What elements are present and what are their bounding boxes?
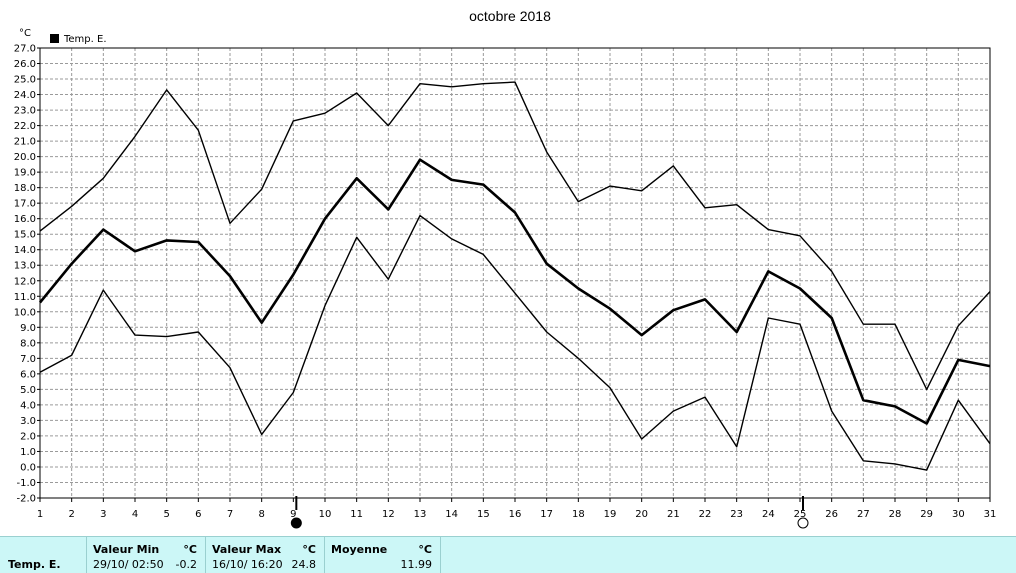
y-tick-label: 8.0 — [20, 338, 36, 349]
y-tick-label: 26.0 — [14, 59, 36, 70]
x-tick-label: 10 — [319, 509, 332, 520]
y-tick-label: 15.0 — [14, 230, 36, 241]
y-tick-label: 6.0 — [20, 369, 36, 380]
x-tick-label: 1 — [37, 509, 43, 520]
x-tick-label: 20 — [635, 509, 648, 520]
stats-min-header: Valeur Min — [93, 543, 160, 556]
y-tick-label: 14.0 — [14, 245, 36, 256]
x-tick-label: 26 — [825, 509, 838, 520]
stats-mean-cell: Moyenne °C 11.99 — [325, 537, 441, 573]
y-tick-label: 3.0 — [20, 416, 36, 427]
y-tick-label: 22.0 — [14, 121, 36, 132]
stats-panel: Temp. E. Valeur Min °C 29/10/ 02:50 -0.2… — [0, 536, 1016, 573]
x-tick-label: 16 — [509, 509, 522, 520]
moon-markers — [290, 496, 809, 529]
x-tick-label: 6 — [195, 509, 201, 520]
stats-max-datetime: 16/10/ 16:20 — [212, 558, 283, 571]
x-tick-label: 19 — [604, 509, 617, 520]
x-tick-label: 17 — [540, 509, 553, 520]
grid — [39, 47, 991, 499]
stats-series-label: Temp. E. — [8, 558, 61, 571]
y-tick-label: 11.0 — [14, 292, 36, 303]
stats-max-header: Valeur Max — [212, 543, 282, 556]
chart-title: octobre 2018 — [469, 8, 551, 24]
x-tick-label: 11 — [350, 509, 363, 520]
x-tick-label: 2 — [68, 509, 74, 520]
x-tick-label: 8 — [258, 509, 264, 520]
y-tick-label: 19.0 — [14, 168, 36, 179]
y-tick-label: 7.0 — [20, 354, 36, 365]
y-tick-label: 16.0 — [14, 214, 36, 225]
stats-min-value: -0.2 — [175, 558, 197, 571]
x-tick-label: 15 — [477, 509, 490, 520]
y-tick-label: 17.0 — [14, 199, 36, 210]
y-tick-label: 23.0 — [14, 106, 36, 117]
y-tick-label: 10.0 — [14, 307, 36, 318]
x-tick-label: 12 — [382, 509, 395, 520]
y-tick-label: 25.0 — [14, 75, 36, 86]
y-tick-label: 5.0 — [20, 385, 36, 396]
stats-mean-header: Moyenne — [331, 543, 388, 556]
x-tick-label: 28 — [889, 509, 902, 520]
new-moon-icon — [290, 517, 302, 529]
stats-max-value: 24.8 — [291, 558, 317, 571]
x-tick-label: 13 — [414, 509, 427, 520]
y-tick-label: 1.0 — [20, 447, 36, 458]
series — [38, 81, 991, 471]
x-tick-label: 9 — [290, 509, 296, 520]
x-tick-label: 18 — [572, 509, 585, 520]
y-tick-label: 20.0 — [14, 152, 36, 163]
x-tick-label: 24 — [762, 509, 775, 520]
x-tick-label: 7 — [227, 509, 233, 520]
x-tick-label: 21 — [667, 509, 680, 520]
stats-min-unit: °C — [183, 543, 197, 556]
stats-series-cell: Temp. E. — [0, 537, 87, 573]
stats-max-unit: °C — [302, 543, 316, 556]
x-tick-label: 22 — [699, 509, 712, 520]
y-tick-label: 27.0 — [14, 44, 36, 55]
x-tick-label: 31 — [984, 509, 997, 520]
y-tick-label: 21.0 — [14, 137, 36, 148]
y-tick-label: 9.0 — [20, 323, 36, 334]
stats-min-datetime: 29/10/ 02:50 — [93, 558, 164, 571]
temperature-chart: octobre 2018 °C Temp. E. -2.0 -1.0 0.0 1.0 2… — [14, 8, 997, 529]
y-tick-label: 0.0 — [20, 462, 36, 473]
x-tick-label: 29 — [920, 509, 933, 520]
x-tick-label: 5 — [163, 509, 169, 520]
y-tick-label: -2.0 — [16, 494, 36, 505]
full-moon-icon — [797, 517, 809, 529]
y-tick-label: 18.0 — [14, 183, 36, 194]
series-line-min — [39, 214, 991, 471]
x-tick-label: 14 — [445, 509, 458, 520]
y-axis-unit: °C — [19, 28, 31, 39]
y-tick-label: -1.0 — [16, 478, 36, 489]
y-tick-label: 24.0 — [14, 90, 36, 101]
y-tick-label: 13.0 — [14, 261, 36, 272]
y-tick-label: 4.0 — [20, 400, 36, 411]
plot-frame — [39, 47, 991, 499]
stats-min-cell: Valeur Min °C 29/10/ 02:50 -0.2 — [87, 537, 206, 573]
x-tick-label: 27 — [857, 509, 870, 520]
legend-label: Temp. E. — [63, 34, 107, 45]
stats-max-cell: Valeur Max °C 16/10/ 16:20 24.8 — [206, 537, 325, 573]
axes: -2.0 -1.0 0.0 1.0 2.0 3.0 4.0 5.0 6.0 7.0 8.0 9.0 10… — [14, 44, 997, 521]
y-tick-label: 12.0 — [14, 276, 36, 287]
series-line-mean — [38, 158, 991, 425]
series-line-max — [39, 81, 991, 391]
x-tick-label: 25 — [794, 509, 807, 520]
y-tick-label: 2.0 — [20, 431, 36, 442]
x-tick-label: 3 — [100, 509, 106, 520]
x-tick-label: 23 — [730, 509, 743, 520]
legend-swatch — [50, 34, 59, 43]
x-tick-label: 4 — [132, 509, 138, 520]
stats-mean-unit: °C — [418, 543, 432, 556]
x-tick-label: 30 — [952, 509, 965, 520]
stats-mean-value: 11.99 — [400, 558, 433, 571]
